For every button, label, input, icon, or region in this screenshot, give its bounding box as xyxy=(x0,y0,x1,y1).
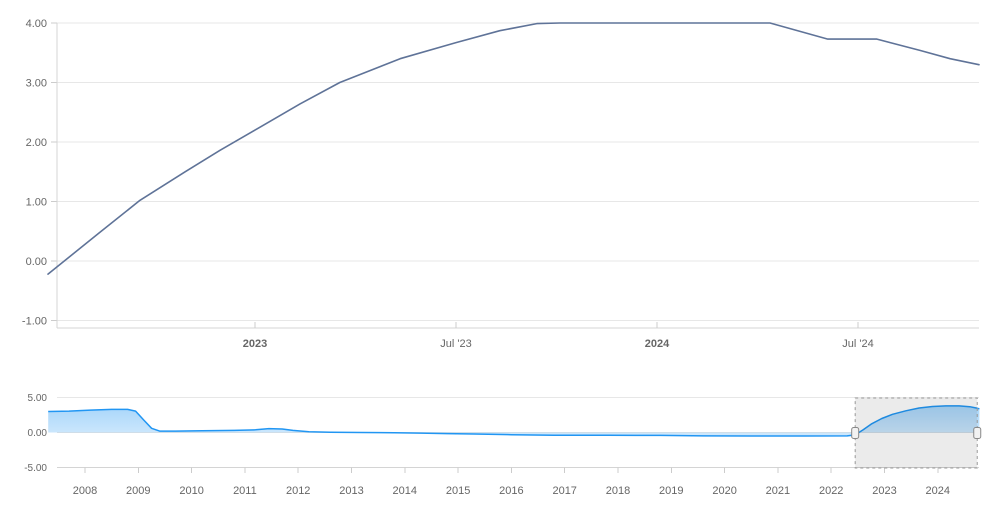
nav-x-axis-label: 2009 xyxy=(126,485,150,497)
nav-x-axis-label: 2016 xyxy=(499,485,523,497)
nav-x-axis-label: 2013 xyxy=(339,485,363,497)
nav-x-axis-label: 2012 xyxy=(286,485,310,497)
nav-x-axis-label: 2010 xyxy=(179,485,203,497)
navigator-handle-left[interactable] xyxy=(851,427,860,439)
nav-x-axis-label: 2017 xyxy=(552,485,576,497)
navigator-line-series xyxy=(48,405,980,437)
rate-line-series xyxy=(47,22,980,275)
nav-x-axis-label: 2023 xyxy=(872,485,896,497)
y-axis-label: -1.00 xyxy=(22,316,47,328)
y-axis-label: 1.00 xyxy=(26,197,47,209)
x-axis-label: Jul '24 xyxy=(842,338,873,350)
nav-x-axis-label: 2014 xyxy=(393,485,417,497)
x-axis-label: 2023 xyxy=(243,338,267,350)
nav-x-axis-label: 2011 xyxy=(233,485,257,497)
y-axis-label: 3.00 xyxy=(26,78,47,90)
nav-y-axis-label: 0.00 xyxy=(28,428,48,439)
y-axis-label: 0.00 xyxy=(26,256,47,268)
nav-x-axis-label: 2020 xyxy=(712,485,736,497)
nav-x-axis-label: 2022 xyxy=(819,485,843,497)
x-axis-label: Jul '23 xyxy=(440,338,471,350)
nav-x-axis-label: 2015 xyxy=(446,485,470,497)
nav-y-axis-label: -5.00 xyxy=(24,463,47,474)
navigator-chart: 5.00 0.00 -5.00 2008 2009 2010 2011 2012 2013 201… xyxy=(24,393,982,497)
main-chart: 4.00 3.00 2.00 1.00 0.00 -1.00 2023 Jul '23 2024… xyxy=(22,18,980,350)
x-axis-label: 2024 xyxy=(645,338,670,350)
nav-x-axis-label: 2008 xyxy=(73,485,97,497)
nav-x-axis-label: 2021 xyxy=(766,485,790,497)
y-axis-label: 2.00 xyxy=(26,137,47,149)
nav-x-axis-label: 2024 xyxy=(926,485,950,497)
y-axis-label: 4.00 xyxy=(26,18,47,30)
nav-x-axis-label: 2018 xyxy=(606,485,630,497)
navigator-handle-right[interactable] xyxy=(973,427,982,439)
nav-y-axis-label: 5.00 xyxy=(28,393,48,404)
navigator-selection[interactable] xyxy=(854,397,978,469)
nav-x-axis-label: 2019 xyxy=(659,485,683,497)
